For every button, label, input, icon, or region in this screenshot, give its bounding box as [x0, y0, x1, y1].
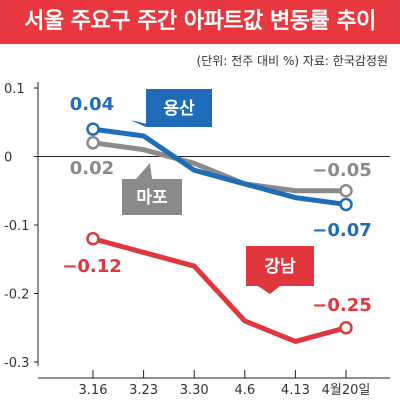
- y-tick-label: 0.1: [4, 82, 25, 97]
- source-note: (단위: 전주 대비 %) 자료: 한국감정원: [196, 54, 388, 68]
- x-tick-label: 3.16: [79, 383, 108, 398]
- data-label: −0.25: [312, 295, 372, 316]
- data-point: [86, 231, 100, 246]
- y-tick-label: -0.1: [4, 219, 29, 234]
- series-lines: [90, 126, 349, 344]
- data-label: −0.05: [312, 160, 372, 181]
- legend-label: 마포: [136, 188, 168, 208]
- data-label: −0.12: [62, 256, 122, 277]
- legend-pointer: [258, 286, 280, 294]
- data-point: [339, 184, 353, 198]
- x-tick-label: 4.13: [281, 383, 310, 398]
- data-point: [339, 321, 353, 335]
- legend-pointer: [136, 163, 152, 179]
- data-label: −0.07: [312, 220, 372, 241]
- legend-label: 강남: [264, 257, 296, 277]
- data-labels: 0.04 −0.07 0.02 −0.05 −0.12 −0.25: [62, 94, 372, 316]
- x-tick-label: 4월20일: [322, 383, 371, 398]
- x-tick-label: 3.30: [180, 383, 209, 398]
- y-tick-label: -0.3: [4, 356, 29, 371]
- series-line-용산: [90, 126, 349, 207]
- y-tick-label: 0: [4, 151, 12, 166]
- series-line-강남: [90, 236, 349, 344]
- legend-label: 용산: [163, 99, 195, 119]
- legend-box-강남: [246, 246, 314, 286]
- series-points: [86, 122, 353, 335]
- series-line-마포: [90, 140, 349, 194]
- data-point: [339, 197, 353, 212]
- chart-title: 서울 주요구 주간 아파트값 변동률 추이: [0, 0, 400, 44]
- data-label: 0.02: [70, 158, 114, 179]
- x-tick-label: 4.6: [234, 383, 255, 398]
- x-tick-label: 3.23: [129, 383, 158, 398]
- axes: 0.1 0 -0.1 -0.2 -0.3 3.16 3.23 3.30 4.6 4.13 4월20일: [4, 82, 390, 398]
- data-point: [86, 122, 100, 136]
- legend-box-용산: [146, 89, 212, 127]
- data-point: [86, 136, 100, 150]
- legend-box-마포: [122, 179, 182, 215]
- data-label: 0.04: [70, 94, 114, 115]
- y-tick-label: -0.2: [4, 288, 29, 303]
